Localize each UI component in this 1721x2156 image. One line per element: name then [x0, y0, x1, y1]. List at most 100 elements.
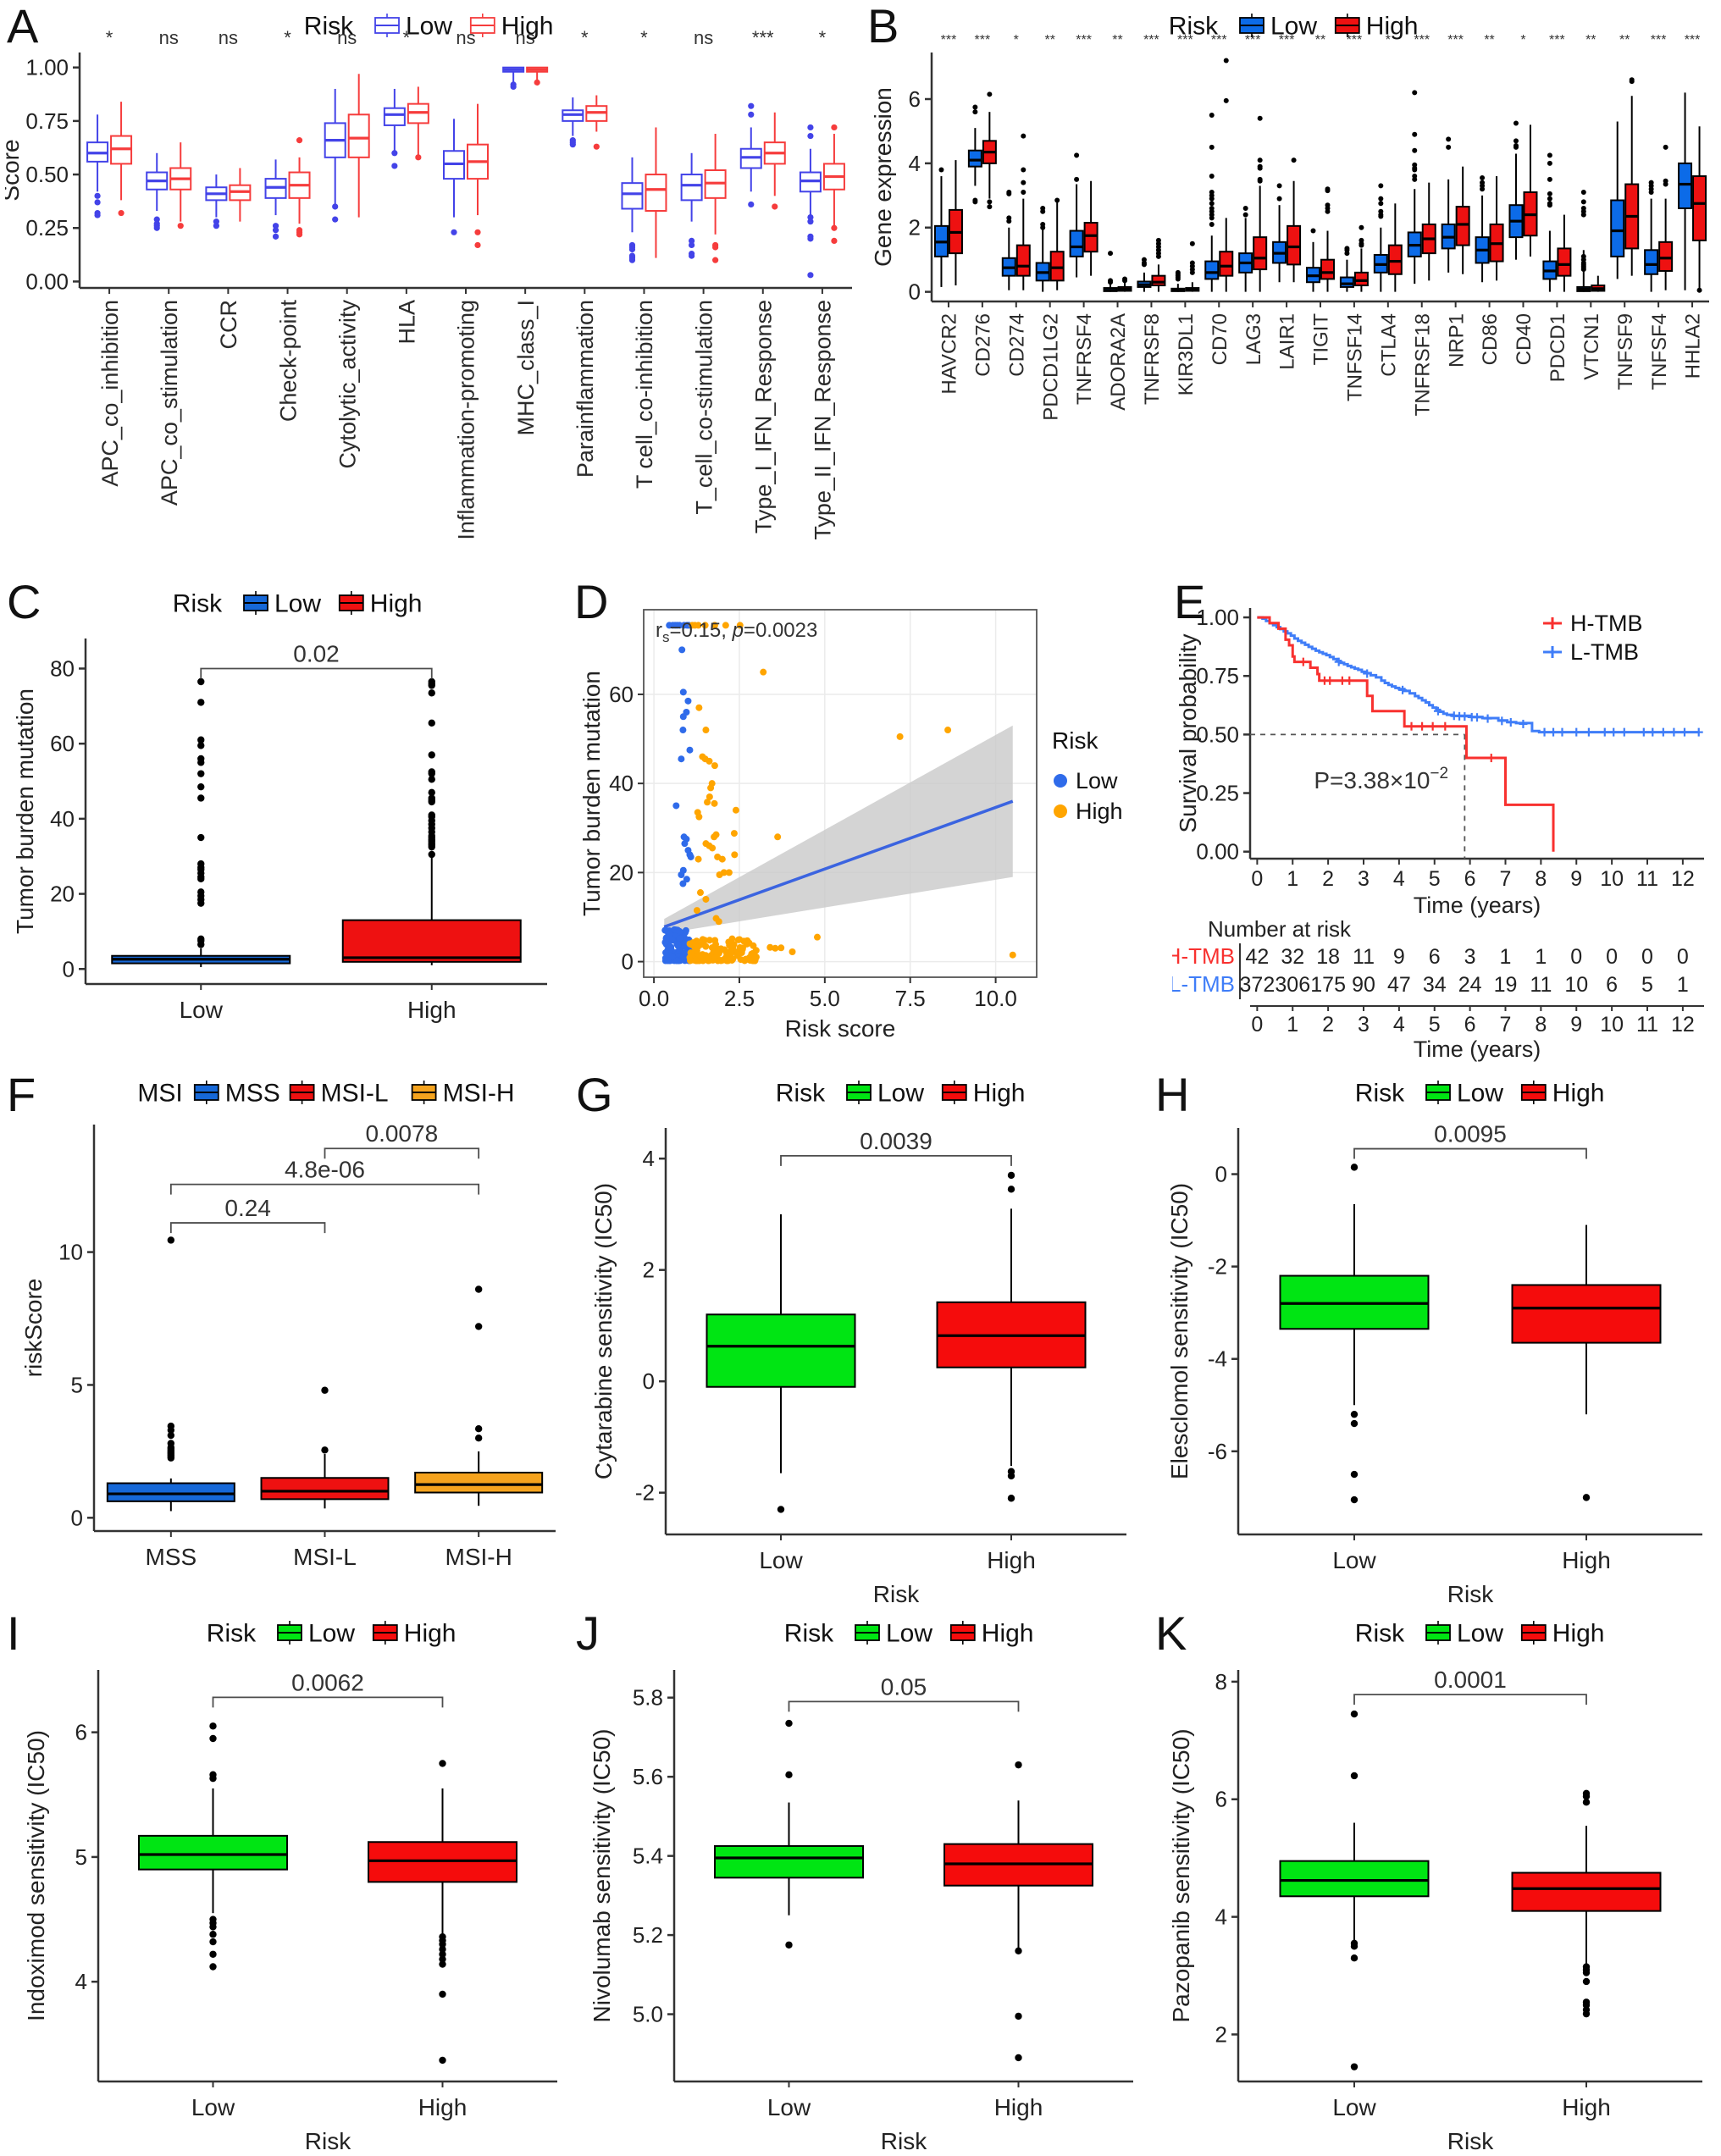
significance-label: * — [1520, 33, 1525, 47]
outlier-point — [1350, 1943, 1359, 1950]
x-axis-label: Risk — [305, 2128, 351, 2154]
pvalue-bracket — [212, 1696, 444, 1708]
svg-text:5: 5 — [1429, 867, 1441, 891]
box — [967, 149, 982, 168]
x-category-label: ADORA2A — [1107, 313, 1130, 411]
outlier-point — [1412, 147, 1418, 153]
box — [714, 1844, 864, 1879]
outlier-point — [474, 1425, 483, 1433]
risk-table-value: 10 — [1564, 973, 1588, 997]
significance-label: ns — [337, 27, 357, 48]
y-axis-label: Tumor burden mutation — [578, 671, 605, 916]
panel-J-plot: 5.0 5.2 5.4 5.6 5.8 Nivolumab sensitivity (IC… — [589, 1620, 1133, 2154]
outlier-point — [1350, 2063, 1359, 2070]
svg-text:40: 40 — [609, 771, 634, 796]
pvalue-bracket — [1353, 1694, 1587, 1705]
outlier-point — [748, 102, 755, 109]
box — [1678, 162, 1693, 209]
outlier-point — [321, 1386, 329, 1394]
outlier-point — [197, 742, 205, 749]
outlier-point — [332, 216, 339, 223]
outlier-point — [197, 833, 205, 842]
x-category-label: APC_co_inhibition — [97, 300, 123, 487]
x-axis-label: Risk score — [785, 1015, 896, 1042]
risk-table-value: 1 — [1677, 973, 1689, 997]
outlier-point — [197, 860, 205, 868]
outlier-point — [1209, 144, 1215, 150]
panel-G: G -2 0 2 4 Cytarabine sensitivity (IC50) Low H… — [574, 1068, 1150, 1609]
svg-text:9: 9 — [1570, 867, 1582, 891]
risk-table-value: 11 — [1353, 945, 1375, 969]
panel-F-chart: 0 5 10 riskScore MSS MSI-L MSI-H 0.24 4.8e-060.0… — [20, 1080, 556, 1570]
panel-H-plot: 0 -2 -4 -6 Elesclomol sensitivity (IC50) Low H… — [1166, 1080, 1702, 1607]
panel-C-plot: 0 20 40 60 80 Tumor burden mutation Low High 0.0… — [12, 590, 547, 1023]
outlier-point — [534, 79, 540, 86]
outlier-point — [593, 143, 600, 150]
pvalue-label: 0.0001 — [1434, 1667, 1507, 1693]
outlier-point — [1412, 131, 1418, 137]
box — [1049, 251, 1065, 282]
svg-text:0: 0 — [1251, 1013, 1263, 1037]
x-category-label: PDCD1LG2 — [1039, 313, 1062, 421]
outlier-point — [474, 229, 481, 235]
legend-item-label: High — [404, 1620, 457, 1648]
svg-text:10: 10 — [1600, 1013, 1624, 1037]
risk-table-value: 372 — [1240, 973, 1276, 997]
significance-label: ** — [1484, 33, 1494, 47]
svg-text:3: 3 — [1358, 867, 1370, 891]
significance-label: ns — [159, 27, 179, 48]
outlier-point — [197, 677, 205, 686]
svg-text:1: 1 — [1287, 867, 1298, 891]
outlier-point — [118, 209, 125, 217]
svg-text:8: 8 — [1535, 1013, 1547, 1037]
outlier-point — [197, 935, 205, 943]
outlier-point — [1480, 174, 1486, 180]
outlier-point — [1480, 186, 1486, 192]
outlier-point — [972, 109, 978, 115]
x-category-label: Low — [767, 2094, 811, 2120]
outlier-point — [428, 751, 435, 759]
box — [1279, 1860, 1430, 1898]
panel-C-chart: 0 20 40 60 80 Tumor burden mutation Low High 0.0… — [12, 590, 547, 1023]
risk-table-value: 32 — [1281, 945, 1304, 969]
outlier-point — [439, 1990, 446, 1998]
outlier-point — [1547, 202, 1552, 208]
svg-text:9: 9 — [1570, 1013, 1582, 1037]
panel-E-chart: 0.00 0.25 0.50 0.75 1.00 Survival probability… — [1172, 605, 1704, 1062]
panel-J-chart: 5.0 5.2 5.4 5.6 5.8 Nivolumab sensitivity (IC… — [589, 1620, 1133, 2154]
outlier-point — [1350, 1495, 1359, 1504]
panel-B-letter: B — [867, 0, 899, 53]
x-category-label: High — [407, 997, 457, 1023]
y-axis-label: Survival probability — [1175, 634, 1201, 833]
svg-text:4: 4 — [1215, 1904, 1227, 1930]
svg-text:2.5: 2.5 — [724, 986, 755, 1011]
legend-title: Risk — [784, 1620, 834, 1648]
outlier-point — [439, 1945, 446, 1954]
outlier-point — [1513, 120, 1519, 126]
outlier-point — [1074, 152, 1080, 158]
pvalue-label: 4.8e-06 — [285, 1157, 365, 1183]
significance-label: * — [640, 27, 648, 48]
legend-title: Risk — [207, 1620, 257, 1648]
legend-item-label: High — [1366, 13, 1419, 41]
correlation-annotation: rs=0.15, p=0.0023 — [656, 619, 817, 645]
outlier-point — [807, 132, 814, 140]
x-category-label: CD40 — [1513, 313, 1536, 365]
outlier-point — [153, 224, 160, 231]
outlier-point — [1291, 158, 1297, 163]
svg-text:-4: -4 — [1208, 1346, 1227, 1372]
ltmb-curve — [1257, 616, 1699, 734]
legend-item-label: Low — [274, 590, 321, 618]
outlier-point — [439, 1955, 446, 1963]
outlier-point — [1007, 1186, 1015, 1193]
outlier-point — [94, 199, 101, 206]
risk-table-value: 1 — [1535, 945, 1547, 969]
significance-label: ** — [1619, 33, 1630, 47]
risk-table-value: 6 — [1429, 945, 1441, 969]
outlier-point — [209, 1950, 217, 1958]
pvalue-bracket — [169, 1183, 480, 1195]
x-category-label: LAG3 — [1242, 313, 1265, 365]
box — [1610, 199, 1625, 257]
box — [341, 919, 522, 963]
